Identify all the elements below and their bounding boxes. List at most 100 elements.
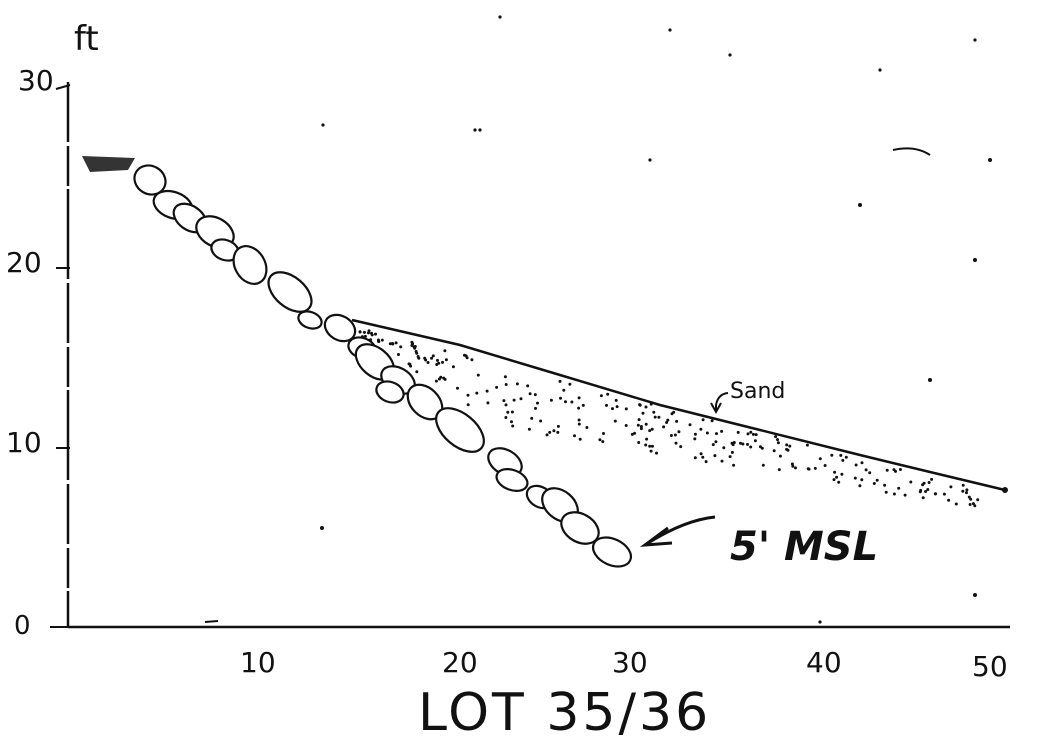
sand-dot [639,425,643,428]
sand-dot [657,415,661,419]
sand-dot [835,475,839,479]
sand-dot [504,403,508,407]
sand-dot [510,420,513,424]
paper-mark [892,147,931,156]
sand-dot [875,478,879,482]
x-tick-label-50: 50 [972,650,1008,683]
sand-dot [424,358,428,362]
sand-dot [892,468,896,472]
sand-dot [909,480,913,484]
sand-dot [860,478,864,482]
sand-dot [841,458,845,462]
sand-dot [430,356,434,360]
sand-dot [751,432,755,436]
sand-dot [746,432,750,436]
sand-dot [837,480,841,484]
sand-dot [670,412,674,416]
sand-dot [919,488,923,492]
sand-dot [495,385,499,389]
sand-dot [534,406,537,410]
sand-dot [549,398,553,402]
sand-dot [714,440,718,444]
sand-dot [650,427,654,431]
sand-dot [407,362,411,366]
sand-dot [776,438,779,442]
sand-dot [666,418,670,422]
sand-dot [441,360,444,364]
sand-dot [868,471,872,475]
sand-dot [530,416,534,420]
sand-dot [511,424,515,428]
sand-dot [967,495,971,499]
sand-dot [650,444,654,448]
sand-dot [753,439,757,443]
sand-dot [581,403,585,407]
sand-leader-arrow [710,402,722,415]
sand-dot [662,425,666,429]
sand-dot [585,426,589,429]
sand-dot [510,410,514,414]
x-tick-label-10: 10 [240,646,276,679]
x-tick-label-20: 20 [442,646,478,679]
sand-dot [476,373,480,377]
sand-dot [399,345,403,349]
sand-dot [377,339,381,343]
sand-dot [613,419,617,423]
sand-dot [688,423,692,427]
sand-dot [749,445,753,449]
sand-dot [777,468,781,472]
sand-dot [794,466,797,470]
sand-dot [533,393,537,397]
sand-dot [813,466,817,470]
sand-dot [506,410,510,414]
sand-dot [805,443,809,447]
sand-dot [760,446,764,450]
sand-stipple [358,329,980,508]
sand-dot [736,430,740,434]
sand-dot [778,454,782,458]
sand-dot [606,392,610,396]
sand-dot [431,354,435,358]
x-tick-label-40: 40 [806,646,842,679]
sand-dot [578,437,582,441]
sand-dot [504,416,508,419]
sand-dot [360,335,364,339]
sand-dot [924,490,928,493]
paper-mark-2 [204,620,219,623]
sand-dot [785,443,789,447]
sand-dot [577,396,581,400]
sand-dot [602,432,605,435]
sand-dot [641,411,645,415]
sand-dot [486,401,490,405]
sand-dot [947,498,951,502]
sand-dot [528,392,532,396]
sand-dot [397,353,400,356]
x-tick-label-30: 30 [612,646,648,679]
sand-dot [933,492,937,496]
sand-dot [410,344,414,347]
sand-dot [961,489,965,493]
sand-dot [776,441,780,445]
sand-dot [675,419,679,423]
sand-dot [965,488,969,492]
sand-dot [637,418,641,422]
sand-dot [577,422,581,426]
sand-dot [648,429,652,433]
sand-leader [715,392,729,410]
sand-dot [415,370,419,374]
sand-dot [369,338,373,342]
sand-dot [599,394,603,398]
sand-dot [515,382,519,386]
sand-dot [437,361,441,365]
sand-dot [741,442,745,446]
sand-dot [390,342,394,345]
sand-dot [451,365,455,369]
sand-dot [713,454,717,458]
rock-revetment [133,164,633,568]
crest-cap [82,156,135,172]
sand-dot [512,398,516,402]
sand-dot [648,444,652,448]
sand-dot [434,379,438,383]
sand-dot [720,429,724,433]
sand-dot [720,459,724,463]
